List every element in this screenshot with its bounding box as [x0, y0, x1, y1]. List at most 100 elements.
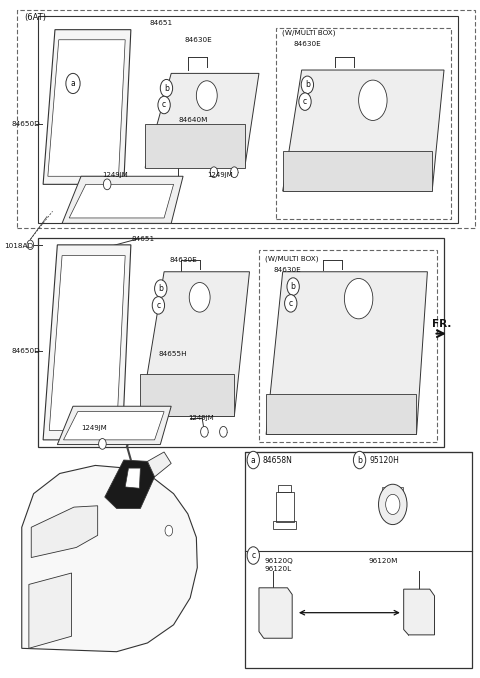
Text: c: c: [288, 299, 293, 308]
Circle shape: [189, 283, 210, 312]
Bar: [273, 521, 296, 529]
Bar: [273, 605, 285, 625]
Bar: [276, 492, 294, 522]
Circle shape: [160, 79, 173, 97]
Circle shape: [230, 167, 238, 178]
Bar: [383, 487, 403, 494]
Circle shape: [359, 80, 387, 121]
Text: 96120Q: 96120Q: [264, 558, 293, 564]
Polygon shape: [145, 73, 259, 167]
Bar: [17, 9, 475, 228]
Text: 1249JM: 1249JM: [81, 424, 107, 431]
Circle shape: [201, 426, 208, 437]
Text: 1249JM: 1249JM: [188, 415, 214, 420]
Text: b: b: [291, 282, 296, 291]
Text: b: b: [158, 284, 163, 293]
Text: 84651: 84651: [150, 20, 173, 26]
Circle shape: [285, 295, 297, 312]
Bar: [38, 16, 458, 223]
Text: 84640M: 84640M: [179, 117, 208, 123]
Text: 84650D: 84650D: [12, 121, 40, 127]
Text: FR.: FR.: [432, 319, 452, 330]
Text: 84650D: 84650D: [12, 348, 40, 354]
Text: b: b: [164, 83, 169, 93]
Text: c: c: [162, 100, 166, 109]
Text: (W/MULTI BOX): (W/MULTI BOX): [282, 29, 335, 36]
Text: 1249JM: 1249JM: [102, 172, 128, 178]
Text: 96120M: 96120M: [368, 558, 397, 564]
Circle shape: [247, 546, 260, 564]
Text: (6AT): (6AT): [24, 13, 46, 22]
Circle shape: [385, 494, 400, 515]
Circle shape: [299, 93, 311, 111]
Circle shape: [344, 279, 373, 319]
Polygon shape: [140, 272, 250, 416]
Circle shape: [158, 96, 170, 114]
Circle shape: [247, 452, 260, 468]
Circle shape: [152, 297, 165, 314]
Circle shape: [379, 484, 407, 525]
Polygon shape: [29, 573, 72, 648]
Circle shape: [301, 76, 313, 94]
Text: b: b: [305, 80, 310, 89]
Circle shape: [196, 81, 217, 111]
Polygon shape: [69, 184, 174, 218]
Polygon shape: [57, 406, 171, 445]
Polygon shape: [404, 589, 434, 635]
Bar: [278, 485, 291, 492]
Polygon shape: [62, 176, 183, 223]
Bar: [259, 250, 437, 442]
Text: 84630E: 84630E: [184, 37, 212, 43]
Text: b: b: [357, 456, 362, 464]
Text: (W/MULTI BOX): (W/MULTI BOX): [265, 255, 319, 262]
Text: c: c: [303, 97, 307, 106]
Polygon shape: [43, 30, 131, 184]
Polygon shape: [125, 468, 140, 488]
Circle shape: [165, 525, 173, 536]
Text: 84630E: 84630E: [170, 257, 198, 262]
Text: 84658N: 84658N: [263, 456, 293, 464]
Polygon shape: [48, 40, 125, 176]
Circle shape: [66, 73, 80, 94]
Bar: [38, 238, 444, 447]
Circle shape: [27, 240, 34, 250]
Polygon shape: [147, 452, 171, 477]
Text: 1249JM: 1249JM: [207, 172, 232, 178]
Polygon shape: [145, 124, 245, 167]
Circle shape: [98, 439, 106, 450]
Circle shape: [353, 452, 366, 468]
Text: c: c: [156, 301, 160, 310]
Text: 84655H: 84655H: [158, 351, 187, 357]
Text: a: a: [251, 456, 256, 464]
Bar: [261, 605, 271, 613]
Polygon shape: [105, 460, 155, 508]
Circle shape: [210, 167, 218, 178]
Circle shape: [155, 280, 167, 298]
Text: a: a: [71, 79, 75, 88]
Polygon shape: [43, 245, 131, 440]
Polygon shape: [140, 374, 234, 416]
Bar: [411, 598, 430, 622]
Text: 1018AD: 1018AD: [4, 243, 33, 250]
Circle shape: [219, 426, 227, 437]
Polygon shape: [283, 151, 432, 191]
Text: 96120L: 96120L: [264, 566, 292, 572]
Text: 95120H: 95120H: [369, 456, 399, 464]
Bar: [245, 452, 471, 669]
Text: c: c: [251, 551, 255, 560]
Bar: [261, 617, 271, 625]
Polygon shape: [259, 588, 292, 638]
Bar: [276, 28, 451, 219]
Text: 84651: 84651: [132, 237, 155, 243]
Circle shape: [287, 278, 300, 296]
Polygon shape: [266, 394, 417, 435]
Circle shape: [103, 179, 111, 190]
Polygon shape: [266, 272, 427, 435]
Polygon shape: [22, 465, 197, 652]
Text: 84630E: 84630E: [293, 41, 321, 47]
Polygon shape: [63, 412, 164, 440]
Polygon shape: [31, 506, 97, 557]
Polygon shape: [283, 70, 444, 191]
Polygon shape: [49, 256, 125, 431]
Text: 84630E: 84630E: [273, 267, 301, 273]
